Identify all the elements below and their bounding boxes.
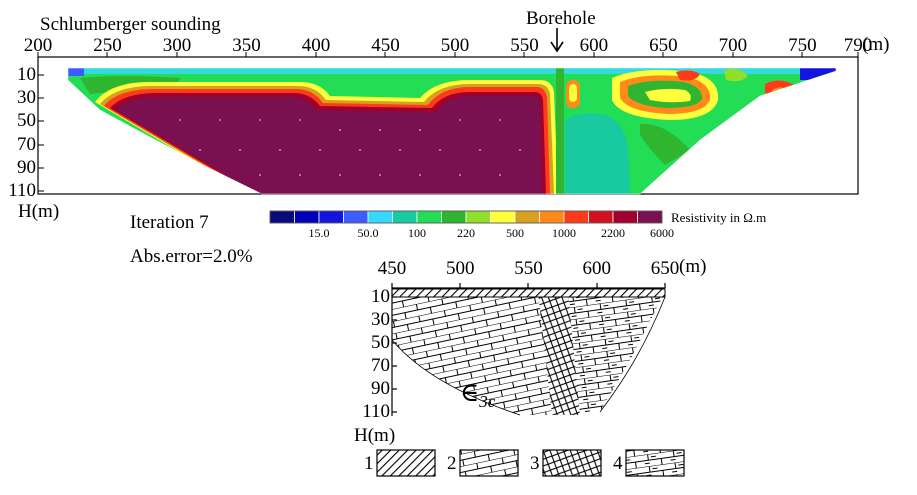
section-x-tick-label: 750 (788, 35, 817, 56)
legend-swatch-1 (376, 449, 436, 477)
colorbar-swatch (318, 210, 344, 224)
borehole-label: Borehole (526, 8, 596, 29)
section-y-unit: H(m) (18, 201, 60, 222)
legend-swatch-4 (625, 449, 685, 477)
colorbar-label: 2200 (601, 226, 625, 240)
section-x-tick-label: 790 (843, 35, 873, 56)
colorbar-swatch (465, 210, 491, 224)
section-x-tick-label: 500 (440, 35, 470, 56)
colorbar-title: Resistivity in Ω.m (671, 210, 767, 225)
geology-x-tick-label: 450 (377, 258, 407, 279)
section-x-tick-label: 650 (649, 35, 678, 56)
section-y-axis-ticks (38, 74, 44, 192)
iteration-label: Iteration 7 (130, 212, 209, 233)
legend-swatch-3 (542, 449, 602, 477)
section-x-tick-label: 600 (579, 35, 609, 56)
legend-number-4: 4 (613, 453, 623, 474)
section-y-tick-label: 70 (17, 133, 36, 155)
colorbar-label: 1000 (552, 226, 576, 240)
colorbar-swatch (367, 210, 393, 224)
method-title: Schlumberger sounding (40, 14, 221, 35)
section-y-tick-label: 10 (17, 64, 36, 85)
colorbar-swatch (441, 210, 467, 224)
geology-y-tick-label: 70 (371, 355, 390, 376)
geology-x-tick-label: 550 (514, 258, 543, 279)
geology-section (391, 288, 666, 416)
colorbar-border (269, 210, 663, 224)
section-x-tick-label: 700 (718, 35, 748, 56)
colorbar-swatch (514, 210, 540, 224)
section-x-tick-label: 550 (510, 35, 539, 56)
geology-x-tick-label: 650 (650, 258, 680, 279)
colorbar-swatch (539, 210, 565, 224)
section-y-tick-label: 90 (17, 156, 36, 178)
geology-y-tick-label: 50 (371, 332, 390, 353)
section-x-unit: (m) (862, 34, 890, 55)
formation-prefix: ∈ (460, 378, 480, 407)
formation-label: ∈3c (460, 378, 495, 412)
colorbar-swatch (612, 210, 638, 224)
geology-x-tick-label: 600 (582, 258, 612, 279)
section-x-tick-label: 450 (371, 35, 400, 56)
section-x-axis-ticks (37, 52, 859, 57)
geology-y-tick-label: 10 (371, 286, 390, 307)
colorbar-swatch (269, 210, 295, 224)
colorbar-label: 220 (457, 226, 475, 240)
legend-number-2: 2 (447, 453, 457, 474)
colorbar-swatch (392, 210, 418, 224)
section-x-tick-label: 250 (93, 35, 122, 56)
legend-swatch-2 (459, 449, 519, 477)
abs-error-label: Abs.error=2.0% (130, 246, 253, 267)
colorbar-label: 500 (506, 226, 524, 240)
geology-y-unit: H(m) (354, 425, 396, 446)
colorbar-swatch (588, 210, 614, 224)
colorbar-label: 100 (408, 226, 426, 240)
colorbar-label: 15.0 (308, 226, 330, 240)
colorbar-swatch (563, 210, 589, 224)
colorbar (269, 210, 663, 224)
legend-number-1: 1 (364, 453, 374, 474)
colorbar-swatch (416, 210, 442, 224)
colorbar-swatch (343, 210, 369, 224)
legend-number-3: 3 (530, 453, 540, 474)
section-x-tick-label: 350 (232, 35, 261, 56)
section-y-tick-label: 50 (17, 110, 36, 132)
geology-y-tick-label: 90 (371, 378, 390, 399)
borehole-arrow-icon (550, 28, 564, 53)
formation-sub: 3c (479, 392, 496, 412)
section-y-tick-label: 30 (17, 87, 36, 109)
geology-x-tick-label: 500 (446, 258, 475, 279)
colorbar-swatch (490, 210, 516, 224)
colorbar-label: 50.0 (357, 226, 379, 240)
geology-y-tick-label: 110 (362, 401, 390, 422)
colorbar-swatch (637, 210, 663, 224)
geology-y-tick-label: 30 (371, 309, 390, 330)
colorbar-swatch (294, 210, 320, 224)
geology-axes (391, 283, 666, 416)
section-x-tick-label: 300 (162, 35, 192, 56)
section-x-tick-label: 400 (301, 35, 331, 56)
colorbar-label: 6000 (650, 226, 674, 240)
geology-x-unit: (m) (679, 256, 707, 277)
section-x-tick-label: 200 (23, 35, 53, 56)
section-y-tick-label: 110 (8, 180, 36, 201)
